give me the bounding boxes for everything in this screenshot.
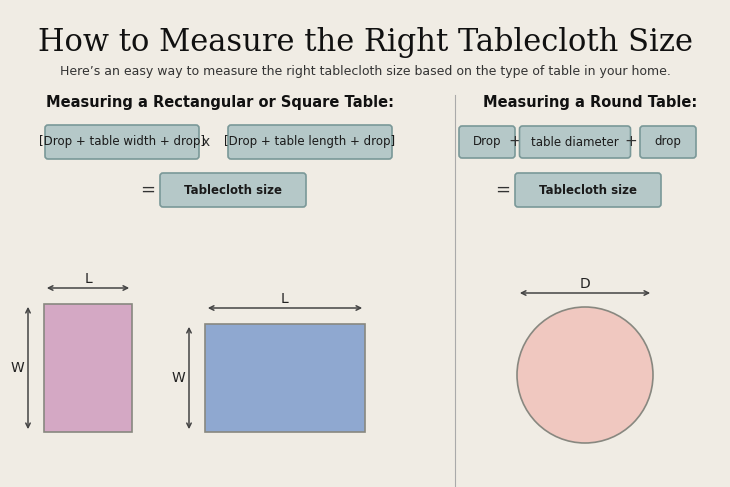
FancyBboxPatch shape (459, 126, 515, 158)
Text: +: + (509, 134, 521, 150)
Text: drop: drop (655, 135, 681, 149)
Text: Tablecloth size: Tablecloth size (184, 184, 282, 196)
Text: =: = (140, 181, 155, 199)
Text: [Drop + table length + drop]: [Drop + table length + drop] (224, 135, 396, 149)
Text: =: = (496, 181, 510, 199)
FancyBboxPatch shape (45, 125, 199, 159)
FancyBboxPatch shape (228, 125, 392, 159)
Ellipse shape (517, 307, 653, 443)
FancyBboxPatch shape (160, 173, 306, 207)
Text: table diameter: table diameter (531, 135, 619, 149)
FancyBboxPatch shape (640, 126, 696, 158)
Text: L: L (281, 292, 289, 306)
Text: [Drop + table width + drop]: [Drop + table width + drop] (39, 135, 205, 149)
Text: +: + (625, 134, 637, 150)
Text: How to Measure the Right Tablecloth Size: How to Measure the Right Tablecloth Size (37, 26, 693, 57)
Text: Tablecloth size: Tablecloth size (539, 184, 637, 196)
FancyBboxPatch shape (515, 173, 661, 207)
Text: Here’s an easy way to measure the right tablecloth size based on the type of tab: Here’s an easy way to measure the right … (60, 65, 670, 78)
Text: Measuring a Round Table:: Measuring a Round Table: (483, 95, 697, 111)
Text: Drop: Drop (473, 135, 502, 149)
Bar (205, 324, 365, 432)
Text: D: D (580, 277, 591, 291)
Text: x: x (202, 135, 210, 149)
Bar (44, 304, 132, 432)
Text: W: W (171, 371, 185, 385)
FancyBboxPatch shape (520, 126, 631, 158)
Text: L: L (84, 272, 92, 286)
Text: Measuring a Rectangular or Square Table:: Measuring a Rectangular or Square Table: (46, 95, 394, 111)
Text: W: W (10, 361, 24, 375)
